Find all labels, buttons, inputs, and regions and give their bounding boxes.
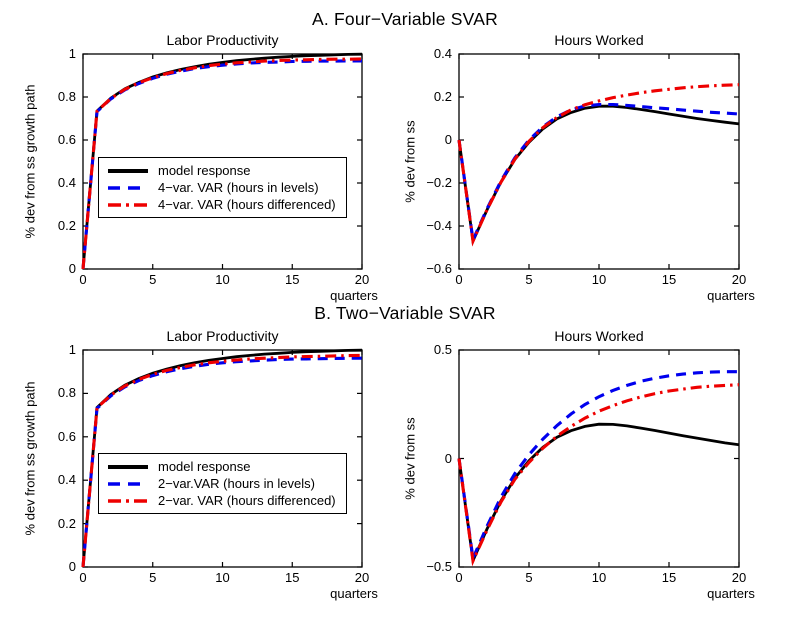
y-tick-label: 0.4: [57, 472, 76, 488]
x-tick-label: 15: [661, 272, 677, 287]
subplot-title: Hours Worked: [554, 328, 644, 344]
x-tick-label: 10: [215, 272, 230, 287]
x-tick-label: 10: [215, 570, 230, 585]
y-tick-label: 0: [444, 450, 452, 466]
series-solid: [457, 422, 740, 566]
panel-a-title: A. Four−Variable SVAR: [312, 9, 498, 29]
series-dashdot: [457, 83, 740, 247]
legend: model response 2−var.VAR (hours in levels…: [98, 453, 347, 514]
legend-entry: 2−var.VAR (hours in levels): [107, 475, 336, 492]
y-tick-label: 1: [68, 46, 76, 61]
legend-entry: model response: [107, 458, 336, 475]
x-tick-label: 0: [79, 272, 87, 287]
legend-line-sample-dashdot: [108, 498, 148, 503]
x-tick-label: 5: [149, 570, 157, 585]
legend-label: 4−var. VAR (hours differenced): [158, 197, 336, 212]
series-solid: [81, 52, 363, 270]
legend-entry: model response: [107, 162, 336, 179]
x-tick-label: 20: [731, 272, 747, 287]
x-tick-label: 15: [285, 570, 300, 585]
y-tick-label: 0: [444, 132, 452, 147]
x-axis-label: quarters: [330, 586, 378, 601]
x-tick-label: 20: [354, 272, 370, 287]
x-tick-label: 15: [285, 272, 300, 287]
legend-label: model response: [158, 163, 251, 178]
x-tick-label: 5: [149, 272, 157, 287]
y-tick-label: 0: [68, 261, 76, 276]
panel-b-title: B. Two−Variable SVAR: [314, 303, 496, 323]
y-tick-label: 0.4: [433, 46, 452, 61]
legend-label: 2−var. VAR (hours differenced): [158, 493, 336, 508]
y-tick-label: 1: [68, 342, 76, 357]
x-tick-label: 20: [354, 570, 370, 585]
y-tick-label: 0.2: [57, 218, 76, 233]
legend-label: 2−var.VAR (hours in levels): [158, 476, 315, 491]
legend-line-sample-dashdot: [108, 202, 148, 207]
legend-entry: 4−var. VAR (hours in levels): [107, 179, 336, 196]
y-tick-label: −0.4: [426, 218, 452, 233]
y-tick-label: 0.8: [57, 385, 76, 401]
x-tick-label: 0: [79, 570, 87, 585]
legend-line-sample-solid: [108, 168, 148, 173]
y-axis-label: % dev from ss: [402, 416, 418, 500]
series-solid: [81, 348, 363, 568]
x-tick-label: 10: [591, 272, 607, 287]
x-tick-label: 5: [525, 570, 533, 585]
legend: model response 4−var. VAR (hours in level…: [98, 157, 347, 218]
subplot-title: Hours Worked: [554, 32, 644, 48]
x-tick-label: 0: [455, 570, 463, 585]
subplot-title: Labor Productivity: [166, 32, 279, 48]
y-tick-label: 0.4: [57, 175, 76, 190]
x-axis-label: quarters: [707, 288, 755, 303]
y-tick-label: 0.6: [57, 132, 76, 147]
y-tick-label: 0.5: [433, 342, 452, 357]
legend-label: 4−var. VAR (hours in levels): [158, 180, 319, 195]
y-tick-label: −0.6: [426, 261, 452, 276]
y-tick-label: 0.6: [57, 428, 76, 444]
x-tick-label: 5: [525, 272, 533, 287]
y-tick-label: −0.2: [426, 175, 452, 190]
legend-label: model response: [158, 459, 251, 474]
y-tick-label: 0: [68, 559, 76, 574]
legend-entry: 2−var. VAR (hours differenced): [107, 492, 336, 509]
series-dashed: [457, 370, 739, 564]
x-tick-label: 10: [591, 570, 607, 585]
legend-line-sample-solid: [108, 464, 148, 469]
series-dashed: [457, 102, 740, 246]
legend-line-sample-dashed: [108, 185, 148, 190]
y-tick-label: 0.2: [433, 89, 452, 104]
x-tick-label: 0: [455, 272, 463, 287]
series-dashed: [81, 356, 362, 568]
x-tick-label: 15: [661, 570, 677, 585]
x-axis-label: quarters: [707, 586, 755, 601]
legend-line-sample-dashed: [108, 481, 148, 486]
series-dashdot: [457, 383, 740, 567]
series-dashed: [81, 59, 362, 270]
axis-box: [458, 349, 740, 568]
x-axis-label: quarters: [330, 288, 378, 303]
legend-entry: 4−var. VAR (hours differenced): [107, 196, 336, 213]
subplot-title: Labor Productivity: [166, 328, 279, 344]
y-tick-label: 0.8: [57, 89, 76, 104]
y-tick-label: −0.5: [426, 559, 452, 574]
y-tick-label: 0.2: [57, 515, 76, 531]
x-tick-label: 20: [731, 570, 747, 585]
